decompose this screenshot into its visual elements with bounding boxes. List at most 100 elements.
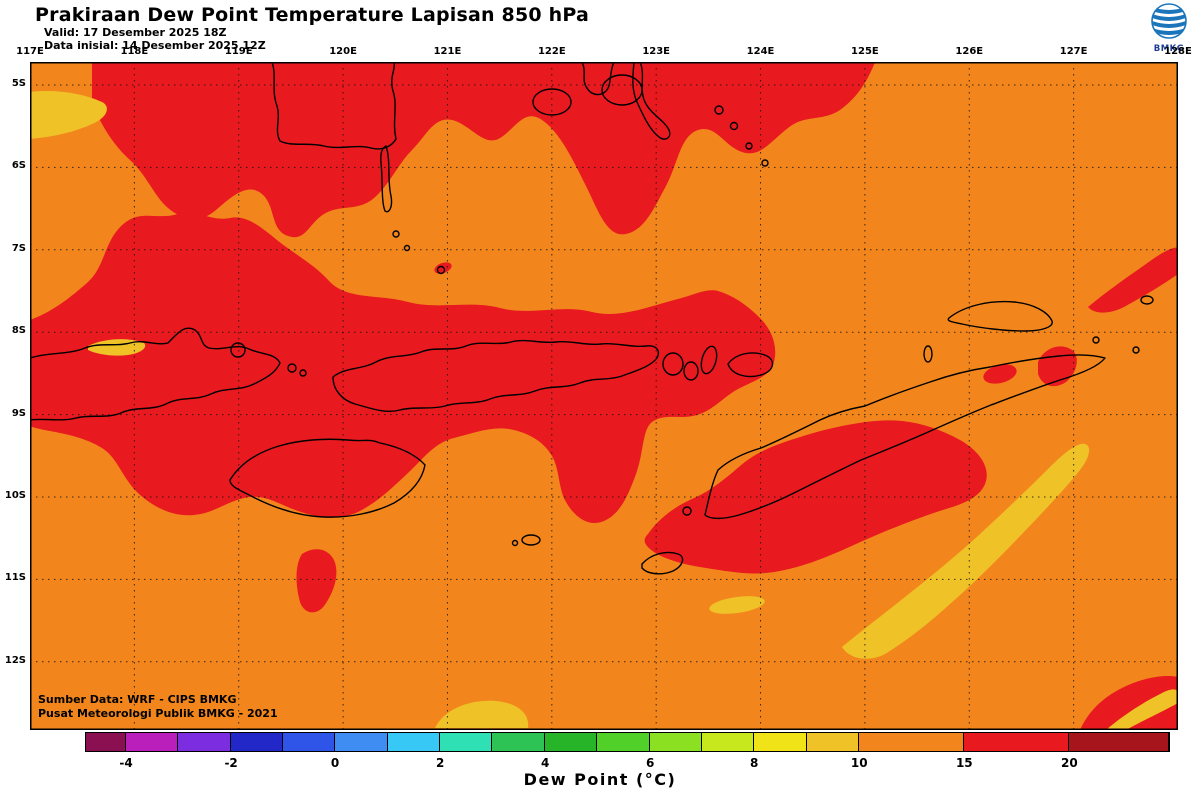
colorbar-segment xyxy=(178,733,232,751)
yellow-streak-small-center xyxy=(709,596,765,614)
red-region-north xyxy=(92,62,875,238)
red-patch-east-chain xyxy=(1038,346,1077,387)
red-region-west-central xyxy=(30,212,776,524)
colorbar-segment xyxy=(335,733,389,751)
lon-tick-label: 123E xyxy=(642,46,671,57)
map-frame xyxy=(30,62,1178,730)
coastline-wetar xyxy=(947,300,1053,332)
lon-tick-label: 121E xyxy=(433,46,462,57)
lon-tick-label: 125E xyxy=(851,46,879,57)
map-area: Sumber Data: WRF - CIPS BMKG Pusat Meteo… xyxy=(30,62,1178,730)
colorbar-segment xyxy=(1069,733,1169,751)
red-region-bottom-right xyxy=(1080,676,1178,730)
colorbar-segment xyxy=(86,733,127,751)
dewpoint-regions-15-20C xyxy=(30,62,1178,730)
coastline-buton xyxy=(632,62,671,140)
yellow-streak-bottom-right xyxy=(1106,689,1178,730)
coastline-alor xyxy=(727,352,774,378)
coastline-kisar xyxy=(1092,336,1100,344)
colorbar-segment xyxy=(388,733,441,751)
lon-tick-label: 119E xyxy=(224,46,253,57)
lon-tick-label: 128E xyxy=(1164,46,1192,57)
lon-tick-label: 118E xyxy=(120,46,149,57)
colorbar-segment xyxy=(492,733,546,751)
colorbar-segment xyxy=(702,733,755,751)
red-dot-flores-sea xyxy=(434,262,452,274)
colorbar-title: Dew Point (°C) xyxy=(523,770,677,789)
lon-tick-label: 126E xyxy=(955,46,984,57)
lat-tick-label: 9S xyxy=(11,407,26,419)
lat-tick-label: 10S xyxy=(4,490,26,501)
red-streak-below-sumba xyxy=(296,549,337,613)
bmkg-globe-icon xyxy=(1151,3,1187,39)
dewpoint-map xyxy=(30,62,1178,730)
lon-tick-label: 127E xyxy=(1059,46,1088,57)
page-title: Prakiraan Dew Point Temperature Lapisan … xyxy=(35,4,589,26)
lon-tick-label: 124E xyxy=(746,46,775,57)
yellow-wedge-west xyxy=(30,91,107,139)
lon-tick-label: 120E xyxy=(329,46,357,57)
source-data-line: Sumber Data: WRF - CIPS BMKG xyxy=(38,693,237,706)
colorbar-tick-label: 15 xyxy=(955,756,973,770)
colorbar-tick-label: -2 xyxy=(224,756,238,770)
coastline-islet xyxy=(392,230,400,238)
lon-tick-label: 117E xyxy=(16,46,44,57)
lon-tick-label: 122E xyxy=(537,46,566,57)
coastline-sumba xyxy=(229,438,426,518)
coastline-kalaotoa xyxy=(436,265,446,275)
colorbar-segment xyxy=(231,733,284,751)
valid-time-label: Valid: 17 Desember 2025 18Z xyxy=(44,26,227,39)
colorbar-segment xyxy=(597,733,651,751)
coastline-semau xyxy=(682,506,692,516)
coastline-sumbawa xyxy=(30,327,281,421)
lat-tick-label: 11S xyxy=(4,572,26,584)
coastline-komodo xyxy=(287,363,297,373)
coastline-romang xyxy=(1140,295,1154,305)
coastline-raijua xyxy=(511,539,519,547)
colorbar-segment xyxy=(859,733,965,751)
coastlines xyxy=(30,62,1154,575)
initial-time-label: Data inisial: 14 Desember 2025 12Z xyxy=(44,39,266,52)
publisher-line: Pusat Meteorologi Publik BMKG - 2021 xyxy=(38,707,278,720)
colorbar-segment xyxy=(650,733,703,751)
coastline-wakatobi xyxy=(714,105,769,167)
red-patch-small xyxy=(983,364,1017,384)
lat-tick-label: 12S xyxy=(4,654,26,666)
lat-tick-label: 8S xyxy=(11,325,26,337)
colorbar-segment xyxy=(545,733,598,751)
coastline-timor xyxy=(704,354,1106,520)
colorbar-tick-label: 6 xyxy=(646,756,655,770)
colorbar-segment xyxy=(964,733,1070,751)
bmkg-logo-label: BMKG xyxy=(1153,44,1185,54)
colorbar-tick-label: 4 xyxy=(541,756,550,770)
colorbar-segment xyxy=(283,733,336,751)
coastline-komodo-islet xyxy=(299,369,307,377)
colorbar-tick-label: 0 xyxy=(330,756,340,770)
coastline-rote xyxy=(641,551,684,575)
lat-tick-label: 5S xyxy=(11,78,26,89)
header: Prakiraan Dew Point Temperature Lapisan … xyxy=(35,4,589,52)
colorbar-segment xyxy=(754,733,808,751)
colorbar-tick-label: 10 xyxy=(850,756,868,770)
colorbar-tick-label: 8 xyxy=(750,756,759,770)
coastline-atauro xyxy=(923,345,933,363)
red-region-timor xyxy=(644,420,987,574)
colorbar-segment xyxy=(440,733,493,751)
coastline-leti xyxy=(1132,346,1140,354)
red-streak-right-edge xyxy=(1088,247,1178,313)
yellow-patch-bottom-center xyxy=(435,700,529,728)
colorbar-tick-label: 2 xyxy=(435,756,445,770)
colorbar-tick-label: -4 xyxy=(119,756,133,770)
colorbar: -4 -2 0 2 4 6 8 10 15 20 xyxy=(85,732,1170,770)
coastline-kabaena xyxy=(532,88,572,116)
coastline-solor-lembata-pantar xyxy=(662,345,718,381)
colorbar-tick-label: 20 xyxy=(1061,756,1078,770)
colorbar-segment xyxy=(126,733,179,751)
coastline-south-sulawesi xyxy=(271,62,397,150)
coastline-islet xyxy=(403,244,411,252)
bmkg-logo: BMKG xyxy=(1146,2,1192,54)
coastline-flores xyxy=(332,339,660,413)
coastline-moyo xyxy=(230,342,246,358)
colorbar-segment xyxy=(807,733,860,751)
